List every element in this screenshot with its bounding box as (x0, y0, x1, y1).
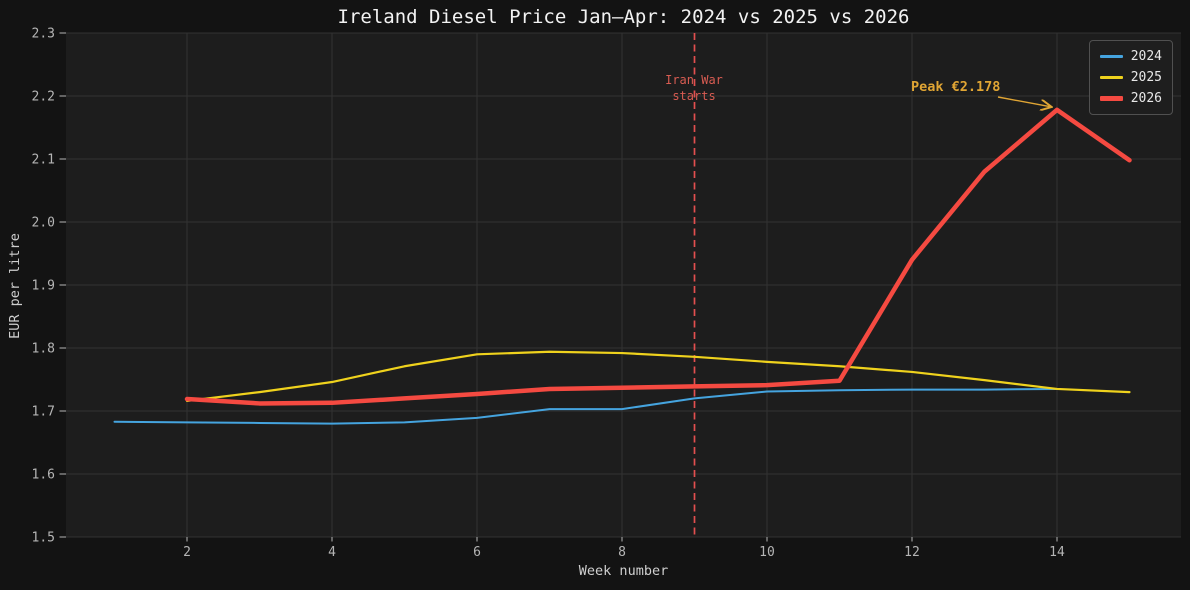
y-tick-label: 1.9 (32, 279, 55, 294)
y-tick-label: 2.2 (32, 90, 55, 105)
y-tick-label: 1.7 (32, 405, 55, 420)
peak-annotation: Peak €2.178 (911, 79, 1001, 95)
y-tick-label: 1.5 (32, 531, 55, 546)
y-tick-label: 1.6 (32, 468, 55, 483)
gridlines (66, 32, 1181, 538)
y-tick-label: 1.8 (32, 342, 55, 357)
series-line-2024 (113, 387, 1058, 425)
series-line-2025 (185, 350, 1131, 403)
series-line-2026 (184, 107, 1132, 406)
x-tick-label: 6 (473, 545, 481, 560)
x-axis-label: Week number (578, 563, 669, 579)
legend-swatch-2025-icon (1100, 76, 1123, 79)
legend-swatch-2026-icon (1100, 96, 1123, 101)
x-tick-label: 14 (1049, 545, 1065, 560)
legend-entry-2026: 2026 (1100, 91, 1162, 106)
x-tick-label: 2 (183, 545, 191, 560)
x-tick-label: 12 (904, 545, 920, 560)
tick-marks (59, 32, 1058, 542)
legend-label-2024: 2024 (1130, 49, 1162, 64)
legend-swatch-2024-icon (1100, 55, 1123, 58)
event-annotation: Iran War starts (665, 73, 723, 103)
tick-labels: 2 4 6 8 10 12 14 1.5 1.6 1.7 1.8 1.9 2.0 2.1 2.2 2.3 (32, 27, 1065, 561)
x-tick-label: 8 (618, 545, 626, 560)
y-axis-label: EUR per litre (7, 233, 23, 339)
y-tick-label: 2.3 (32, 27, 55, 42)
x-tick-label: 4 (328, 545, 336, 560)
x-tick-label: 10 (759, 545, 775, 560)
y-tick-label: 2.1 (32, 153, 55, 168)
legend: 2024 2025 2026 (1089, 40, 1173, 115)
y-tick-label: 2.0 (32, 216, 55, 231)
legend-label-2026: 2026 (1130, 91, 1162, 106)
legend-entry-2025: 2025 (1100, 70, 1162, 85)
legend-entry-2024: 2024 (1100, 49, 1162, 64)
peak-annotation-arrow (997, 96, 1051, 107)
legend-label-2025: 2025 (1130, 70, 1162, 85)
chart-title: Ireland Diesel Price Jan—Apr: 2024 vs 20… (337, 6, 910, 28)
